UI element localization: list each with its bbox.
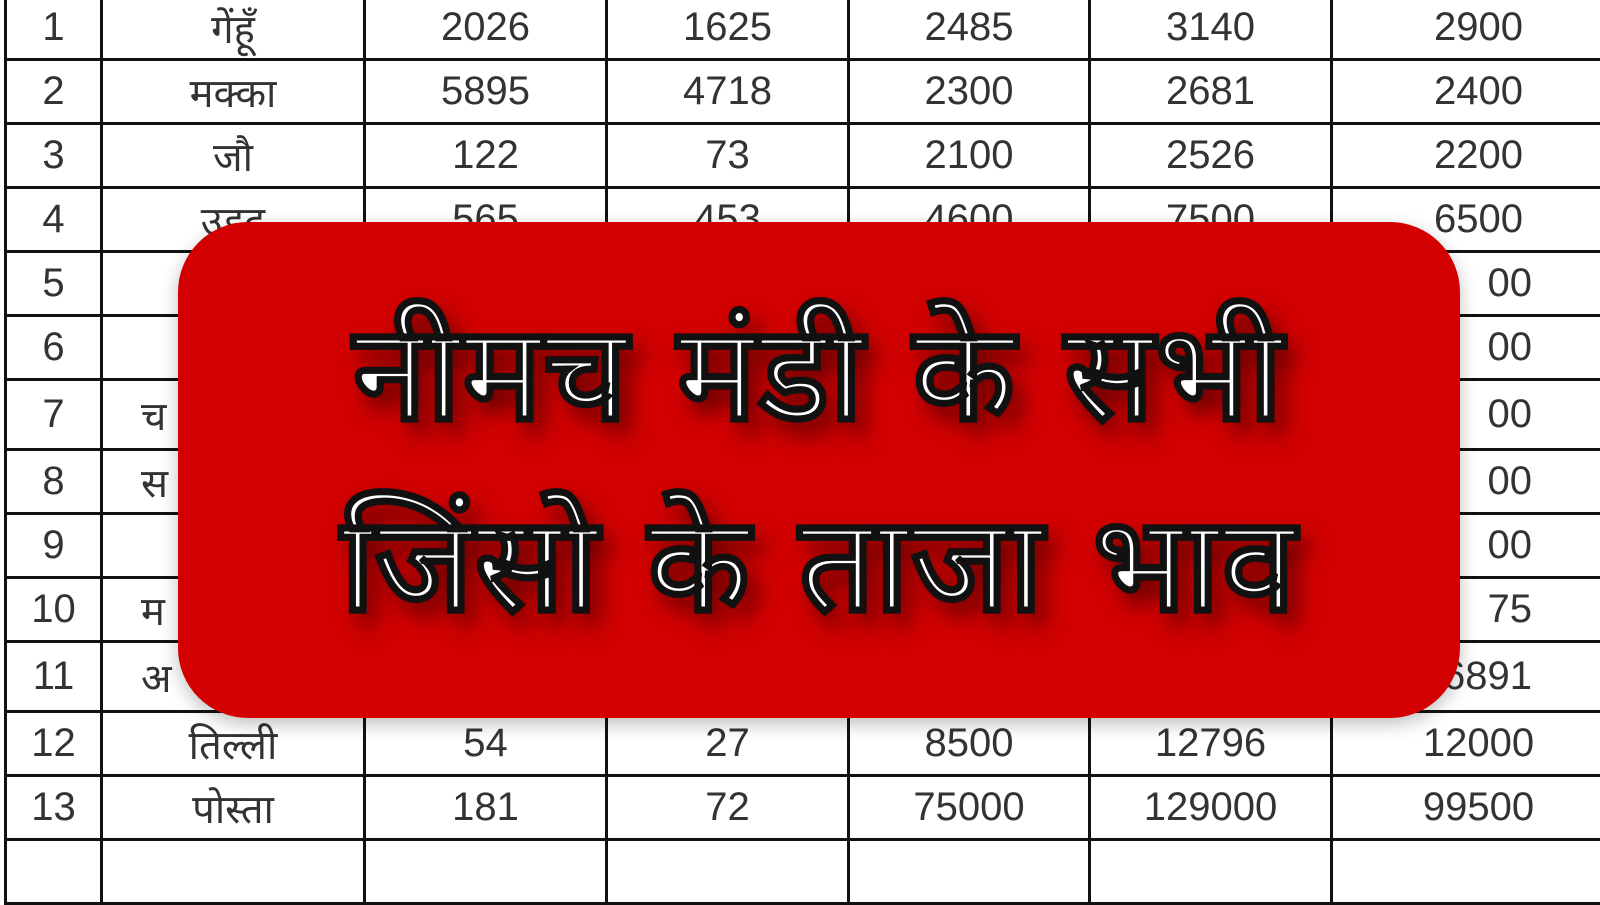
cell-c1: 54 — [365, 712, 607, 776]
cell-no: 13 — [6, 776, 102, 840]
cell-c2: 4718 — [607, 60, 849, 124]
cell-c2: 27 — [607, 712, 849, 776]
cell-c3: 2100 — [849, 124, 1090, 188]
cell-c2: 73 — [607, 124, 849, 188]
cell-c3: 2300 — [849, 60, 1090, 124]
cell-name: मक्का — [102, 60, 365, 124]
cell-c5: 2900 — [1332, 0, 1600, 60]
table-row — [6, 840, 1600, 904]
cell-no: 7 — [6, 380, 102, 450]
cell-no: 10 — [6, 578, 102, 642]
cell-no: 6 — [6, 316, 102, 380]
cell-no: 8 — [6, 450, 102, 514]
cell-c4: 129000 — [1090, 776, 1332, 840]
cell-c2: 72 — [607, 776, 849, 840]
cell-c4: 12796 — [1090, 712, 1332, 776]
cell-c1: 122 — [365, 124, 607, 188]
cell-c5: 2200 — [1332, 124, 1600, 188]
cell-no: 1 — [6, 0, 102, 60]
cell-c4: 2526 — [1090, 124, 1332, 188]
cell-c2: 1625 — [607, 0, 849, 60]
cell-c4 — [1090, 840, 1332, 904]
cell-no: 2 — [6, 60, 102, 124]
cell-c5: 2400 — [1332, 60, 1600, 124]
banner-title-line-2: जिंसो के ताजा भाव — [341, 470, 1298, 661]
cell-name: पोस्ता — [102, 776, 365, 840]
cell-c3: 75000 — [849, 776, 1090, 840]
cell-c1: 5895 — [365, 60, 607, 124]
cell-c5 — [1332, 840, 1600, 904]
cell-c2 — [607, 840, 849, 904]
cell-c5: 12000 — [1332, 712, 1600, 776]
cell-name: तिल्ली — [102, 712, 365, 776]
cell-c1 — [365, 840, 607, 904]
cell-name: जौ — [102, 124, 365, 188]
title-banner: नीमच मंडी के सभी जिंसो के ताजा भाव — [178, 222, 1460, 718]
cell-c3 — [849, 840, 1090, 904]
cell-c5: 99500 — [1332, 776, 1600, 840]
cell-no: 4 — [6, 188, 102, 252]
cell-c3: 8500 — [849, 712, 1090, 776]
cell-name — [102, 840, 365, 904]
cell-c1: 2026 — [365, 0, 607, 60]
cell-c4: 2681 — [1090, 60, 1332, 124]
cell-c3: 2485 — [849, 0, 1090, 60]
cell-no: 3 — [6, 124, 102, 188]
cell-no: 12 — [6, 712, 102, 776]
cell-no — [6, 840, 102, 904]
cell-no: 5 — [6, 252, 102, 316]
cell-no: 11 — [6, 642, 102, 712]
cell-no: 9 — [6, 514, 102, 578]
cell-name: गेंहूँ — [102, 0, 365, 60]
banner-title-line-1: नीमच मंडी के सभी — [353, 279, 1284, 470]
cell-c1: 181 — [365, 776, 607, 840]
cell-c4: 3140 — [1090, 0, 1332, 60]
